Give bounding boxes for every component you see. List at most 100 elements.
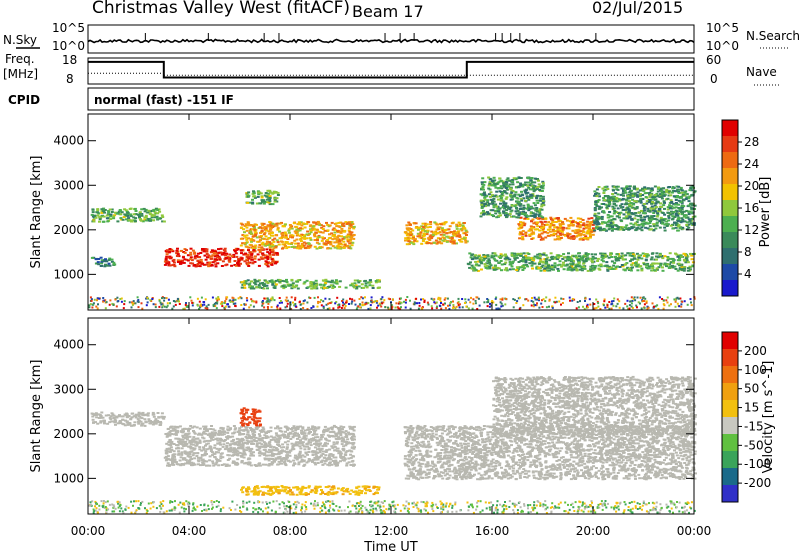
ground-cell bbox=[635, 304, 638, 307]
echo-cell bbox=[628, 209, 631, 212]
ground-cell bbox=[338, 506, 341, 509]
echo-cell bbox=[635, 228, 639, 231]
ground-cell bbox=[372, 507, 375, 510]
echo-cell bbox=[591, 233, 595, 236]
echo-cell bbox=[226, 255, 230, 258]
echo-cell bbox=[252, 234, 256, 237]
ground-cell bbox=[622, 307, 625, 310]
echo-cell bbox=[278, 222, 282, 225]
echo-cell bbox=[297, 223, 301, 226]
echo-cell bbox=[349, 225, 353, 227]
echo-cell bbox=[351, 223, 355, 225]
ground-cell bbox=[522, 304, 525, 307]
ground-cell bbox=[420, 307, 423, 310]
echo-cell bbox=[516, 209, 520, 212]
ground-cell bbox=[440, 506, 443, 509]
echo-cell bbox=[677, 185, 681, 188]
echo-cell bbox=[517, 268, 521, 271]
ground-cell bbox=[240, 510, 243, 513]
ground-cell bbox=[558, 300, 561, 303]
echo-cell bbox=[521, 230, 525, 233]
echo-cell bbox=[539, 197, 543, 200]
ground-cell bbox=[351, 300, 354, 303]
ground-cell bbox=[598, 506, 601, 509]
ground-cell bbox=[459, 509, 462, 512]
echo-cell bbox=[642, 203, 646, 205]
echo-cell bbox=[486, 267, 490, 270]
ground-cell bbox=[670, 502, 672, 505]
echo-cell bbox=[611, 268, 615, 270]
echo-cell bbox=[551, 228, 555, 231]
echo-cell bbox=[276, 228, 280, 231]
echo-cell bbox=[677, 207, 681, 209]
echo-cell bbox=[349, 223, 353, 226]
echo-cell bbox=[660, 211, 664, 214]
ground-cell bbox=[407, 511, 410, 514]
ground-cell bbox=[130, 511, 133, 514]
echo-cell bbox=[269, 191, 273, 194]
echo-cell bbox=[602, 260, 605, 263]
echo-cell bbox=[571, 219, 575, 222]
ground-cell bbox=[314, 500, 316, 503]
ground-cell bbox=[574, 501, 577, 504]
echo-cell bbox=[451, 232, 455, 235]
echo-cell bbox=[536, 221, 539, 224]
echo-cell bbox=[313, 282, 317, 285]
ground-cell bbox=[88, 304, 91, 307]
echo-cell bbox=[269, 251, 273, 254]
echo-cell bbox=[493, 195, 497, 198]
ground-cell bbox=[406, 296, 409, 298]
echo-cell bbox=[685, 196, 689, 199]
echo-cell bbox=[283, 231, 287, 234]
ground-cell bbox=[440, 507, 443, 510]
ground-cell bbox=[582, 305, 584, 308]
echo-cell bbox=[500, 263, 504, 266]
echo-cell bbox=[124, 214, 128, 217]
echo-cell bbox=[365, 286, 369, 289]
echo-cell bbox=[228, 253, 232, 256]
ground-cell bbox=[439, 500, 442, 503]
ground-cell bbox=[219, 510, 222, 513]
echo-cell bbox=[568, 258, 572, 261]
echo-cell bbox=[333, 241, 337, 244]
echo-cell bbox=[277, 243, 281, 246]
echo-cell bbox=[519, 260, 523, 262]
echo-cell bbox=[244, 223, 248, 226]
ground-cell bbox=[432, 510, 435, 513]
echo-cell bbox=[176, 259, 180, 262]
echo-cell bbox=[342, 246, 346, 249]
ground-cell bbox=[316, 501, 319, 504]
echo-cell bbox=[619, 219, 623, 222]
ground-cell bbox=[478, 304, 481, 307]
echo-cell bbox=[102, 210, 106, 213]
ground-cell bbox=[353, 299, 356, 302]
echo-cell bbox=[420, 237, 424, 240]
ground-cell bbox=[601, 508, 604, 511]
echo-cell bbox=[680, 206, 684, 209]
echo-cell bbox=[429, 223, 433, 226]
ground-cell bbox=[359, 303, 361, 306]
echo-cell bbox=[126, 214, 130, 217]
ground-cell bbox=[214, 305, 217, 307]
echo-cell bbox=[465, 234, 468, 236]
ground-cell bbox=[162, 511, 165, 514]
ground-cell bbox=[641, 300, 644, 302]
echo-cell bbox=[240, 281, 244, 284]
ground-cell bbox=[223, 306, 226, 309]
echo-cell bbox=[624, 254, 628, 257]
echo-cell bbox=[421, 225, 425, 228]
echo-cell bbox=[465, 231, 469, 234]
ground-cell bbox=[273, 299, 276, 302]
ground-cell bbox=[331, 500, 334, 503]
echo-cell bbox=[630, 227, 634, 230]
ground-cell bbox=[376, 306, 378, 309]
echo-cell bbox=[352, 234, 356, 236]
ground-cell bbox=[492, 504, 495, 507]
ground-cell bbox=[511, 502, 514, 505]
ground-cell bbox=[573, 298, 576, 301]
echo-cell bbox=[134, 210, 138, 212]
echo-cell bbox=[193, 251, 197, 254]
echo-cell bbox=[418, 233, 422, 236]
echo-cell bbox=[260, 229, 264, 232]
echo-cell bbox=[482, 254, 486, 256]
